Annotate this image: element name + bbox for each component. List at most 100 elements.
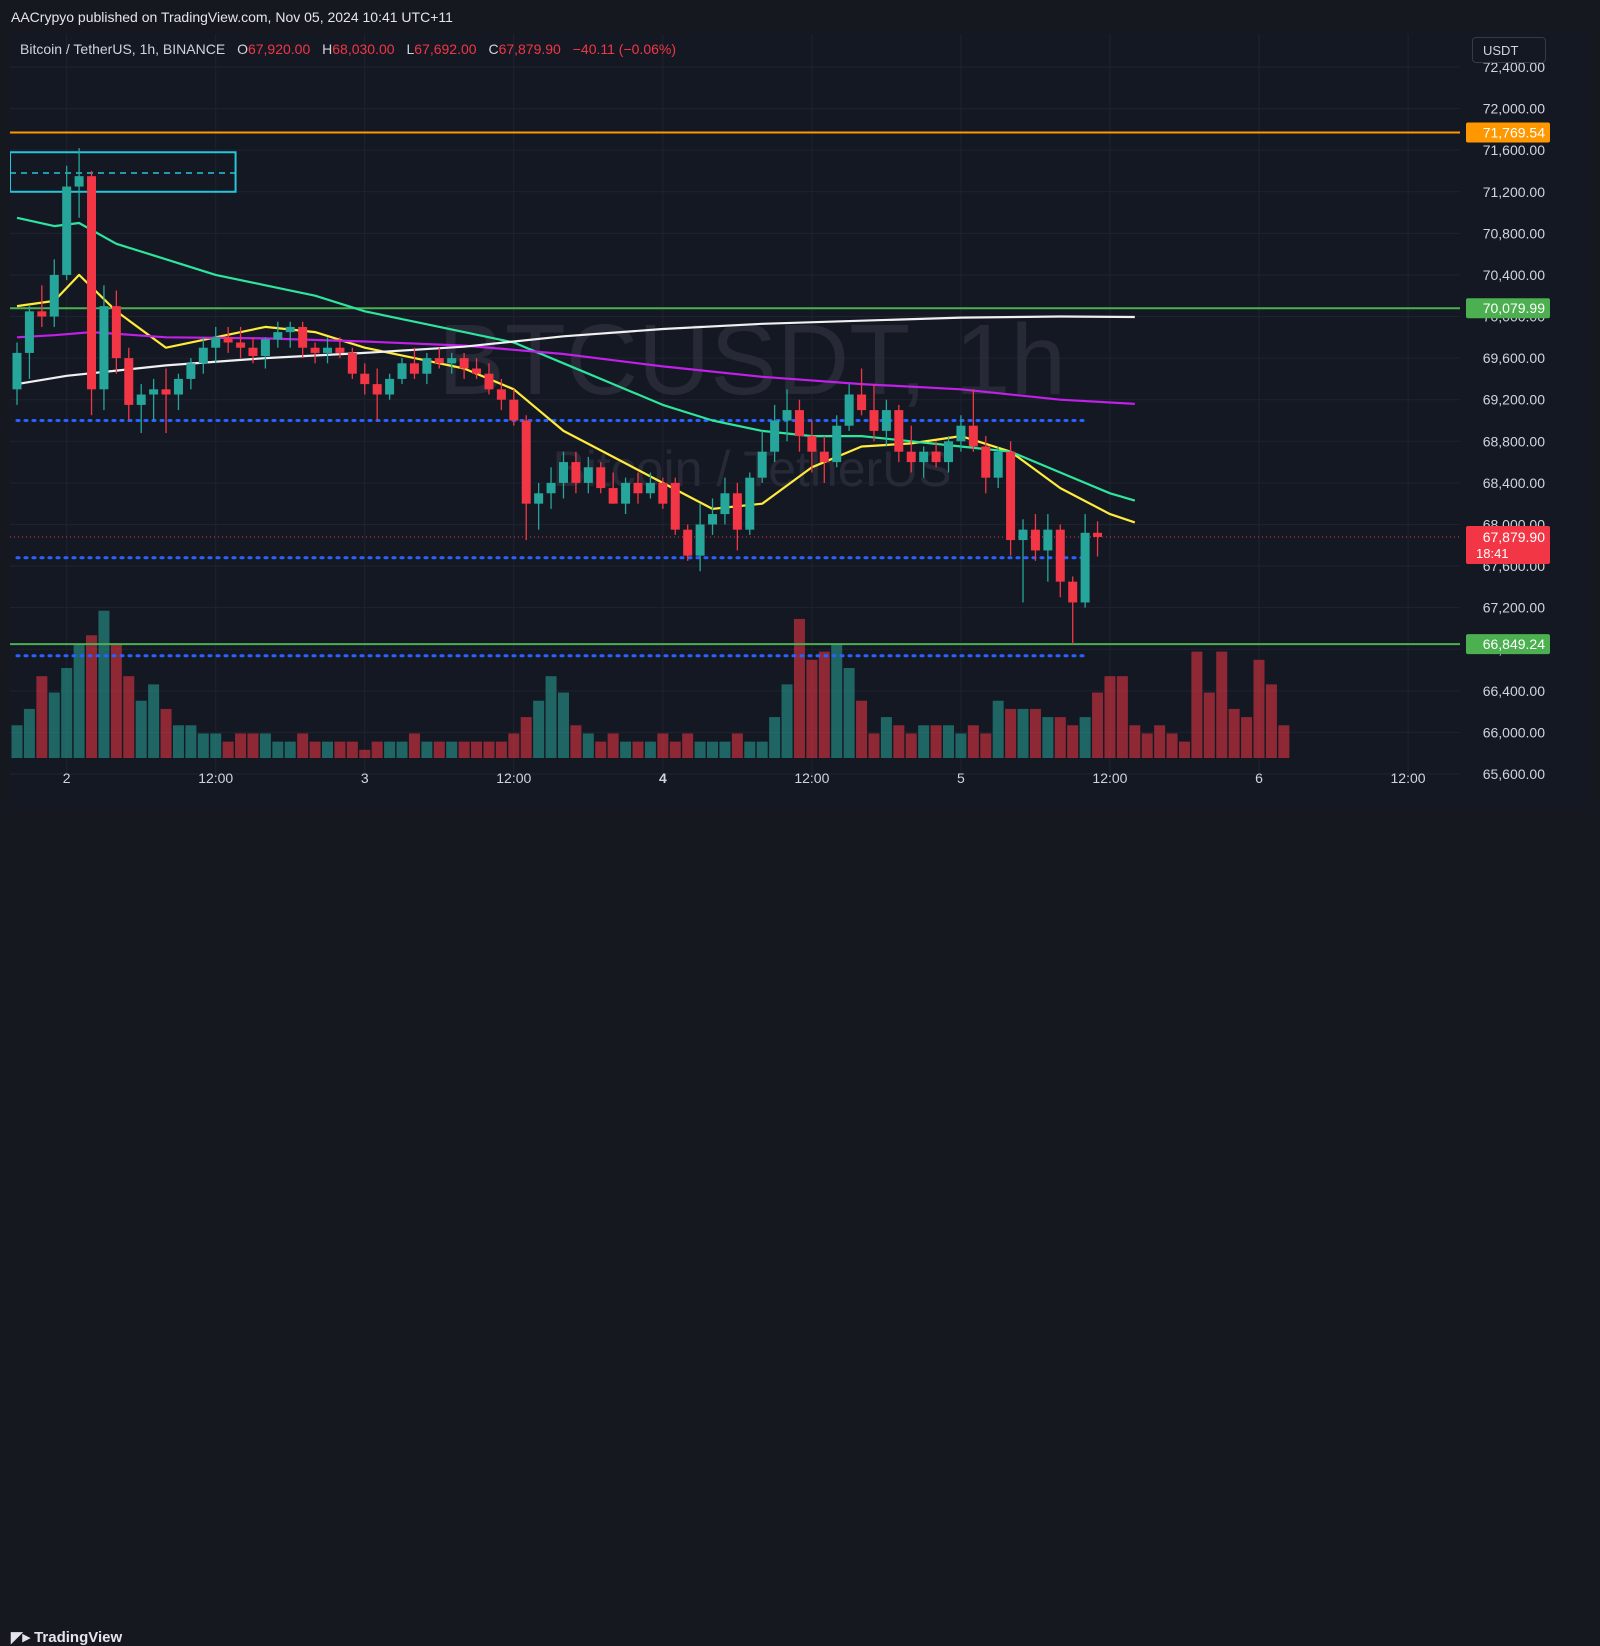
candle-body[interactable] xyxy=(347,352,357,374)
chart-area[interactable]: BTCUSDT, 1h Bitcoin / TetherUS 72,400.00… xyxy=(10,34,1590,808)
candle-body[interactable] xyxy=(509,399,519,421)
candle-body[interactable] xyxy=(968,425,978,447)
candle-body[interactable] xyxy=(670,482,680,530)
candle-body[interactable] xyxy=(236,342,246,348)
candle-body[interactable] xyxy=(881,410,891,431)
candle-body[interactable] xyxy=(720,493,730,515)
candle-body[interactable] xyxy=(1055,529,1065,582)
time-tick-label: 3 xyxy=(361,770,369,786)
candle-body[interactable] xyxy=(732,493,742,530)
candle-body[interactable] xyxy=(1006,451,1016,541)
candle-body[interactable] xyxy=(583,467,593,483)
candle-body[interactable] xyxy=(1030,529,1040,551)
candle-body[interactable] xyxy=(422,358,432,374)
candle-body[interactable] xyxy=(285,326,295,333)
candle-body[interactable] xyxy=(484,373,494,390)
candle-body[interactable] xyxy=(459,358,469,369)
candle-body[interactable] xyxy=(857,394,867,411)
candle-body[interactable] xyxy=(1068,581,1078,603)
candle-body[interactable] xyxy=(621,482,631,504)
candle-body[interactable] xyxy=(260,339,270,357)
candle-body[interactable] xyxy=(658,482,668,504)
candle-body[interactable] xyxy=(161,389,171,395)
candle-body[interactable] xyxy=(770,420,780,452)
volume-bar xyxy=(669,741,681,758)
candle-body[interactable] xyxy=(124,358,134,405)
candle-body[interactable] xyxy=(633,482,643,494)
candle-body[interactable] xyxy=(534,493,544,504)
candle-body[interactable] xyxy=(198,347,208,364)
candle-body[interactable] xyxy=(931,451,941,463)
candle-body[interactable] xyxy=(273,332,283,340)
candle-body[interactable] xyxy=(608,488,618,504)
legend-symbol[interactable]: Bitcoin / TetherUS, 1h, BINANCE xyxy=(20,41,226,57)
candle-body[interactable] xyxy=(24,311,34,353)
candle-body[interactable] xyxy=(111,306,121,359)
price-tick-label: 71,200.00 xyxy=(1483,184,1545,200)
volume-bar xyxy=(471,741,483,758)
candle-body[interactable] xyxy=(49,274,59,317)
candle-body[interactable] xyxy=(794,410,804,437)
candle-body[interactable] xyxy=(894,410,904,452)
candle-body[interactable] xyxy=(248,347,258,357)
candle-body[interactable] xyxy=(1043,529,1053,551)
candle-body[interactable] xyxy=(807,436,817,452)
candle-body[interactable] xyxy=(496,389,506,400)
candle-body[interactable] xyxy=(136,394,146,405)
candle-body[interactable] xyxy=(695,524,705,556)
candle-body[interactable] xyxy=(472,368,482,374)
volume-bar xyxy=(384,741,396,758)
candle-body[interactable] xyxy=(372,384,382,395)
candle-body[interactable] xyxy=(310,347,320,353)
candle-body[interactable] xyxy=(74,176,84,187)
candle-body[interactable] xyxy=(385,378,395,395)
candle-body[interactable] xyxy=(434,358,444,364)
candle-body[interactable] xyxy=(87,176,97,390)
candle-body[interactable] xyxy=(12,352,22,390)
candle-body[interactable] xyxy=(1018,529,1028,541)
candle-body[interactable] xyxy=(683,529,693,556)
candle-body[interactable] xyxy=(819,451,829,463)
candle-body[interactable] xyxy=(981,446,991,478)
candle-body[interactable] xyxy=(571,462,581,483)
candle-body[interactable] xyxy=(869,410,879,431)
candle-body[interactable] xyxy=(832,425,842,463)
candle-body[interactable] xyxy=(1080,532,1090,603)
candle-body[interactable] xyxy=(211,337,221,348)
candle-body[interactable] xyxy=(757,451,767,478)
candle-body[interactable] xyxy=(956,425,966,442)
candle-body[interactable] xyxy=(546,482,556,494)
currency-button[interactable]: USDT xyxy=(1472,37,1546,63)
volume-bar xyxy=(98,610,110,758)
candle-body[interactable] xyxy=(149,389,159,395)
candle-body[interactable] xyxy=(360,373,370,385)
candle-body[interactable] xyxy=(335,347,345,353)
candle-body[interactable] xyxy=(521,420,531,504)
candle-body[interactable] xyxy=(993,451,1003,478)
candle-body[interactable] xyxy=(62,186,72,275)
candle-body[interactable] xyxy=(645,482,655,494)
candle-body[interactable] xyxy=(1093,532,1103,537)
candle-body[interactable] xyxy=(596,467,606,489)
price-chart[interactable]: BTCUSDT, 1h Bitcoin / TetherUS 72,400.00… xyxy=(10,34,1590,808)
candle-body[interactable] xyxy=(186,363,196,379)
candle-body[interactable] xyxy=(708,514,718,525)
candle-body[interactable] xyxy=(782,410,792,421)
candle-body[interactable] xyxy=(323,347,332,353)
candle-body[interactable] xyxy=(906,451,916,463)
candle-body[interactable] xyxy=(844,394,854,426)
candle-body[interactable] xyxy=(173,378,183,395)
candle-body[interactable] xyxy=(745,477,755,530)
candle-body[interactable] xyxy=(298,326,308,348)
candle-body[interactable] xyxy=(944,441,953,463)
candle-body[interactable] xyxy=(99,306,109,390)
candle-body[interactable] xyxy=(558,462,568,483)
candle-body[interactable] xyxy=(223,337,233,343)
price-tick-label: 68,800.00 xyxy=(1483,433,1545,449)
candle-body[interactable] xyxy=(397,363,407,379)
candle-body[interactable] xyxy=(409,363,419,374)
tradingview-logo[interactable]: ◤▸ TradingView xyxy=(11,1628,122,1646)
candle-body[interactable] xyxy=(37,311,47,317)
candle-body[interactable] xyxy=(447,358,457,364)
candle-body[interactable] xyxy=(919,451,929,463)
